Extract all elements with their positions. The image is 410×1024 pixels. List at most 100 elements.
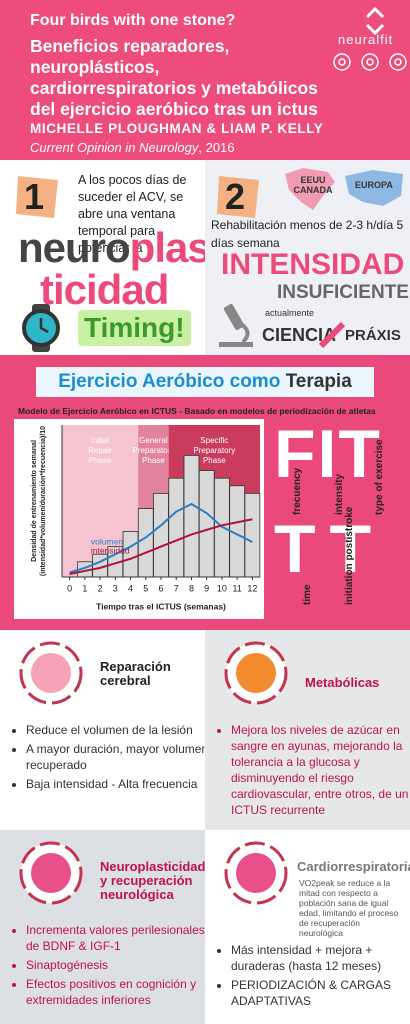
card-item: Mejora los niveles de azúcar en sangre e…	[231, 722, 410, 818]
section-2: 2 EEUU CANADA EUROPA Rehabilitación meno…	[205, 160, 410, 355]
icon-part	[236, 853, 276, 893]
banner-accent: Terapia	[285, 371, 352, 392]
card: Metabólicas Mejora los niveles de azúcar …	[205, 630, 410, 830]
x-tick-label: 11	[232, 583, 241, 593]
x-tick-label: 4	[128, 583, 133, 593]
legend-label: intensidad	[91, 545, 130, 555]
title-line: cardiorrespiratorios y metabólicos	[30, 78, 318, 98]
section-1: 1 A los pocos días de suceder el ACV, se…	[0, 160, 211, 355]
x-tick-label: 12	[247, 583, 257, 593]
word-part: plas	[129, 224, 211, 271]
intensity: INTENSIDAD	[221, 248, 405, 281]
timing: Timing!	[78, 310, 191, 346]
card-item: Más intensidad + mejora + duraderas (has…	[231, 942, 410, 974]
card-item: Efectos positivos en cognición y extremi…	[26, 976, 211, 1008]
card: Reparación cerebral Reduce el volumen de …	[0, 630, 208, 830]
map-label: EUROPA	[355, 180, 393, 190]
card-title: Reparación cerebral	[100, 659, 171, 688]
year: , 2016	[198, 140, 235, 155]
banner: Ejercicio Aeróbico como Terapia	[36, 367, 374, 397]
card-list: Mejora los niveles de azúcar en sangre e…	[215, 722, 410, 821]
card-title: Metabólicas	[305, 675, 380, 690]
title: Beneficios reparadores, neuroplásticos, ca…	[30, 36, 410, 120]
map-label: EEUU CANADA	[293, 175, 333, 195]
card-list: Reduce el volumen de la lesión A mayor du…	[10, 722, 211, 795]
praxis: PRÁXIS	[345, 327, 401, 344]
x-tick-label: 9	[204, 583, 209, 593]
badge	[16, 176, 58, 218]
card-item: Baja intensidad - Alta frecuencia	[26, 776, 211, 792]
x-axis-label: Tiempo tras el ICTUS (semanas)	[96, 601, 226, 611]
bar	[183, 455, 200, 578]
bar	[153, 493, 169, 578]
x-tick-label: 2	[98, 583, 103, 593]
x-tick-label: 8	[189, 583, 194, 593]
icon-part	[31, 653, 71, 693]
card-icon	[224, 641, 288, 705]
authors: MICHELLE PLOUGHMAN & LIAM P. KELLY	[30, 121, 324, 136]
neuroplasticity: neuroplas	[18, 224, 211, 272]
card-list: Incrementa valores perilesionales de BDN…	[10, 922, 211, 1011]
chart-title: Modelo de Ejercicio Aeróbico en ICTUS - …	[18, 406, 376, 416]
target-icons	[333, 53, 407, 71]
card-item: Incrementa valores perilesionales de BDN…	[26, 922, 211, 954]
icon-part	[236, 653, 276, 693]
citation: Current Opinion in Neurology, 2016	[30, 140, 235, 155]
fit-label: frecuency	[292, 467, 303, 515]
intro-text: A los pocos días de suceder el ACV, se a…	[78, 173, 187, 255]
card-icon	[19, 841, 83, 905]
card-item: Reduce el volumen de la lesión	[26, 722, 211, 738]
x-tick-label: 0	[67, 583, 72, 593]
logo	[365, 6, 385, 36]
x-tick-label: 1	[82, 583, 87, 593]
science: CIENCIA	[262, 325, 337, 345]
fit-label: initiation postistroke	[344, 506, 355, 605]
word-part: neuro	[18, 224, 131, 271]
card-item: PERIODIZACIÓN & CARGAS ADAPTATIVAS	[231, 977, 410, 1009]
gap-icon	[318, 321, 346, 349]
microscope-icon	[219, 303, 253, 347]
journal: Current Opinion in Neurology	[30, 140, 199, 155]
x-tick-label: 3	[113, 583, 118, 593]
card-title: Cardiorrespiratorias	[297, 859, 410, 874]
y-axis-label: Densidad de entrenamiento semanal (intens…	[31, 426, 47, 576]
x-tick-label: 6	[158, 583, 163, 593]
fit-label: type of exercise	[374, 439, 385, 515]
fit-word: TT	[274, 511, 386, 587]
chart: Initial Repair Phase General Preparatory Phas…	[14, 419, 264, 619]
title-line: Beneficios reparadores,	[30, 36, 230, 56]
card: Cardiorrespiratorias VO2peak se reduce a …	[205, 830, 410, 1024]
legend-label: volumen	[91, 536, 123, 546]
fit-label: time	[302, 584, 313, 605]
card-icon	[224, 841, 288, 905]
note: actualmente	[265, 308, 315, 318]
x-tick-label: 5	[143, 583, 148, 593]
phase-label: General Preparatory Phase	[132, 436, 174, 465]
bar	[244, 493, 261, 578]
fit-block: FIT TT frecuency intensity type of exercis…	[274, 415, 408, 620]
rehab-text: Rehabilitación menos de 2-3 h/día 5 días…	[211, 218, 404, 250]
icon-part	[31, 853, 71, 893]
brand: neuralfit	[338, 32, 394, 47]
map	[285, 168, 403, 210]
card-item: Sinaptogénesis	[26, 957, 211, 973]
phase-label: Specific Preparatory Phase	[193, 436, 235, 465]
fit-word: FIT	[274, 416, 382, 492]
card-title: Neuroplasticidad y recuperación neurológ…	[100, 859, 206, 902]
card-item: A mayor duración, mayor volumen recupera…	[26, 741, 211, 773]
line	[69, 502, 253, 574]
title-line: del ejercicio aeróbico tras un ictus	[30, 99, 318, 119]
card: Neuroplasticidad y recuperación neurológ…	[0, 830, 205, 1024]
phase-label: Initial Repair Phase	[88, 436, 112, 465]
subtitle: Four birds with one stone?	[30, 12, 236, 29]
card-icon	[19, 641, 83, 705]
header: Four birds with one stone? Beneficios re…	[0, 0, 410, 160]
x-tick-label: 7	[174, 583, 179, 593]
title-line: neuroplásticos,	[30, 57, 160, 77]
badge-number: 1	[24, 176, 45, 217]
insufficient: INSUFICIENTE	[277, 282, 409, 303]
bar	[168, 477, 185, 578]
line	[69, 518, 253, 575]
bar	[137, 508, 154, 578]
